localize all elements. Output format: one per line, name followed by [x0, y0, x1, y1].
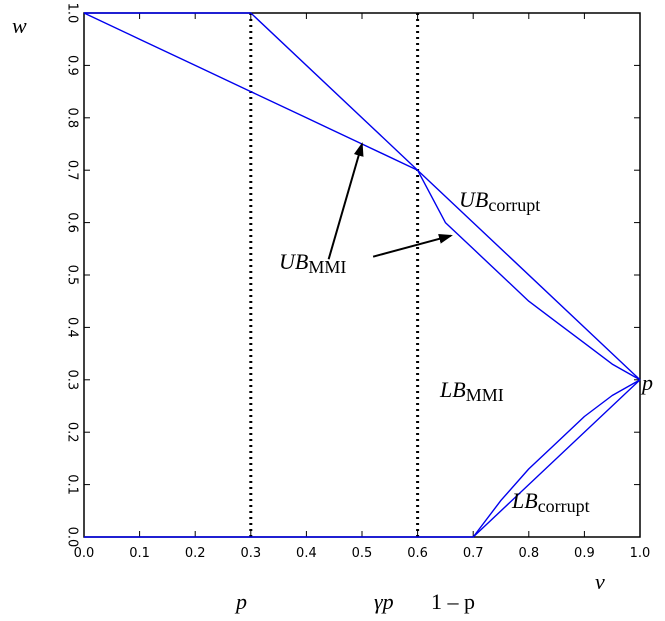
- arrow-1: [372, 233, 453, 258]
- below-label-gamma-p: γp: [374, 589, 394, 614]
- label-ub-mmi: UBMMI: [279, 249, 346, 277]
- below-label-one-minus-p: 1 – p: [431, 589, 475, 614]
- x-tick-label: 0.3: [240, 546, 261, 561]
- x-tick-label: 0.0: [74, 546, 95, 561]
- annotation-arrows: [327, 142, 453, 260]
- y-tick-label: 0.7: [65, 160, 80, 181]
- below-label-p: p: [234, 589, 247, 614]
- x-tick-label: 0.4: [296, 546, 317, 561]
- label-ub-corrupt: UBcorrupt: [459, 187, 540, 215]
- x-axis-label: v: [595, 569, 605, 594]
- label-lb-corrupt: LBcorrupt: [511, 488, 590, 516]
- x-tick-label: 0.8: [518, 546, 539, 561]
- curves: [83, 12, 641, 538]
- y-tick-label: 0.8: [65, 107, 80, 128]
- y-tick-label: 0.6: [65, 212, 80, 233]
- y-tick-label: 0.4: [65, 317, 80, 338]
- x-tick-label: 1.0: [630, 546, 651, 561]
- x-tick-label: 0.7: [463, 546, 484, 561]
- p-right-label: p: [640, 370, 653, 395]
- x-tick-label: 0.5: [352, 546, 373, 561]
- y-tick-label: 0.3: [65, 369, 80, 390]
- y-axis-label: w: [12, 13, 27, 38]
- y-tick-label: 0.0: [65, 527, 80, 548]
- series-ub-mmi: [83, 12, 641, 381]
- series-ub-corrupt: [84, 12, 641, 381]
- arrow-0: [327, 142, 364, 260]
- y-axis-ticks: 0.0 0.1 0.2 0.3 0.4 0.5 0.6 0.7 0.8 0.9 1.0: [65, 3, 640, 548]
- label-lb-mmi: LBMMI: [439, 377, 504, 405]
- series-lb-mmi: [472, 379, 641, 538]
- x-tick-label: 0.2: [185, 546, 206, 561]
- x-axis-ticks: 0.0 0.1 0.2 0.3 0.4 0.5 0.6 0.7 0.8 0.9 1.0: [74, 13, 651, 561]
- x-tick-label: 0.6: [407, 546, 428, 561]
- y-tick-label: 0.9: [65, 55, 80, 76]
- x-tick-label: 0.9: [574, 546, 595, 561]
- x-tick-label: 0.1: [129, 546, 150, 561]
- y-tick-label: 0.5: [65, 265, 80, 286]
- y-tick-label: 1.0: [65, 3, 80, 24]
- y-tick-label: 0.1: [65, 474, 80, 495]
- y-tick-label: 0.2: [65, 422, 80, 443]
